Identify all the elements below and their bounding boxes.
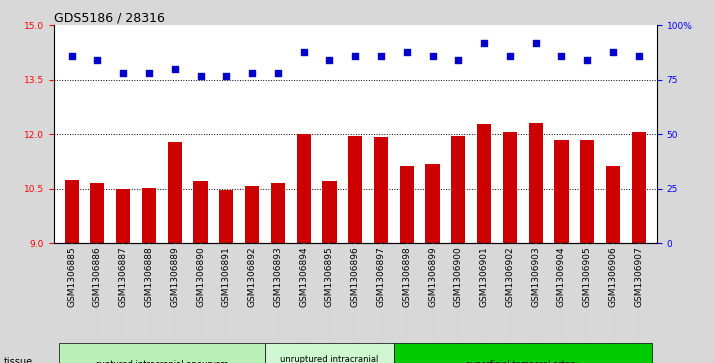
Bar (348, 136, 362, 243)
Point (608, 49, 619, 54)
Text: GSM1306891: GSM1306891 (222, 246, 231, 307)
Bar (168, 142, 182, 243)
Point (453, 57, 464, 63)
Text: GSM1306889: GSM1306889 (170, 246, 179, 307)
Point (350, 53, 361, 59)
Text: GSM1306898: GSM1306898 (402, 246, 411, 307)
Point (555, 53, 567, 59)
Text: GSM1306900: GSM1306900 (454, 246, 463, 307)
Bar (400, 166, 414, 243)
Bar (265, 343, 394, 363)
Point (66, 53, 77, 59)
Point (478, 40, 490, 46)
Bar (296, 134, 311, 243)
Point (91, 57, 103, 63)
Bar (64, 180, 79, 243)
Point (298, 49, 309, 54)
Text: ruptured intracranial aneurysm: ruptured intracranial aneurysm (96, 360, 228, 363)
Point (246, 70, 258, 76)
Bar (142, 188, 156, 243)
Bar (59, 343, 265, 363)
Bar (271, 183, 285, 243)
Point (376, 53, 387, 59)
Text: GSM1306894: GSM1306894 (299, 246, 308, 307)
Text: GSM1306903: GSM1306903 (531, 246, 540, 307)
Text: GSM1306893: GSM1306893 (273, 246, 282, 307)
Bar (374, 137, 388, 243)
Point (401, 49, 413, 54)
Bar (219, 190, 233, 243)
Text: GSM1306890: GSM1306890 (196, 246, 205, 307)
Text: GDS5186 / 28316: GDS5186 / 28316 (54, 11, 164, 24)
Text: GSM1306905: GSM1306905 (583, 246, 592, 307)
Point (117, 70, 129, 76)
Bar (503, 132, 517, 243)
Text: GSM1306902: GSM1306902 (506, 246, 514, 307)
Text: GSM1306885: GSM1306885 (67, 246, 76, 307)
Text: GSM1306901: GSM1306901 (480, 246, 488, 307)
Bar (193, 181, 208, 243)
Bar (394, 343, 652, 363)
Point (504, 53, 516, 59)
Text: unruptured intracranial
aneurysm: unruptured intracranial aneurysm (280, 355, 378, 363)
Bar (554, 140, 568, 243)
Text: GSM1306887: GSM1306887 (119, 246, 128, 307)
Bar (426, 164, 440, 243)
Bar (451, 136, 466, 243)
Point (169, 66, 181, 72)
Bar (116, 189, 130, 243)
Point (144, 70, 155, 76)
Text: GSM1306892: GSM1306892 (248, 246, 256, 307)
Bar (528, 123, 543, 243)
Point (633, 53, 645, 59)
Text: GSM1306906: GSM1306906 (608, 246, 618, 307)
Bar (606, 166, 620, 243)
Point (530, 40, 541, 46)
Text: GSM1306896: GSM1306896 (351, 246, 360, 307)
Text: GSM1306899: GSM1306899 (428, 246, 437, 307)
Text: GSM1306888: GSM1306888 (144, 246, 154, 307)
Point (582, 57, 593, 63)
Bar (580, 140, 594, 243)
Bar (477, 124, 491, 243)
Point (272, 70, 283, 76)
Text: superficial temporal artery: superficial temporal artery (466, 360, 579, 363)
Bar (90, 183, 104, 243)
Text: GSM1306895: GSM1306895 (325, 246, 334, 307)
Bar (245, 186, 259, 243)
Text: GSM1306886: GSM1306886 (93, 246, 102, 307)
Text: GSM1306907: GSM1306907 (634, 246, 643, 307)
Text: GSM1306897: GSM1306897 (376, 246, 386, 307)
Point (221, 73, 232, 78)
Point (323, 57, 335, 63)
Point (427, 53, 438, 59)
Bar (632, 132, 646, 243)
Point (195, 73, 206, 78)
Bar (322, 181, 336, 243)
Text: tissue: tissue (4, 358, 33, 363)
Text: GSM1306904: GSM1306904 (557, 246, 566, 307)
